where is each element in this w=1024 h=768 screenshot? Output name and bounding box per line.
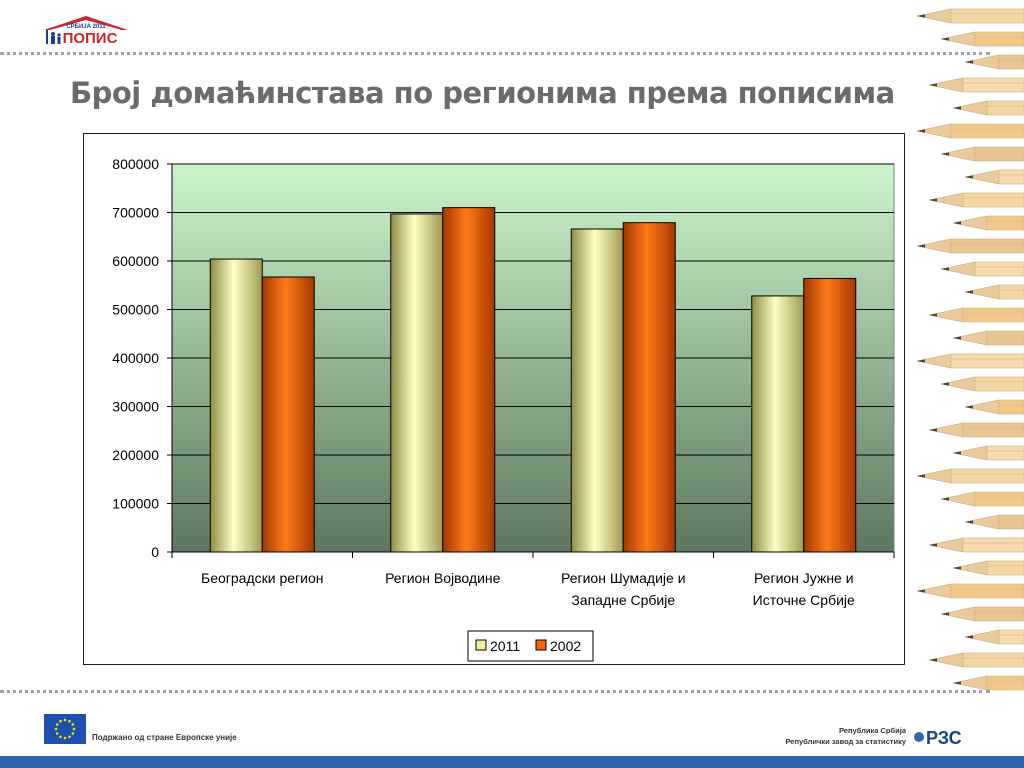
eu-star [68, 735, 71, 739]
pencil [952, 100, 1024, 116]
eu-star [71, 732, 75, 735]
bar-2002-2 [622, 222, 676, 553]
legend-swatch-2011 [475, 639, 487, 651]
x-category-label: Регион Јужне и [754, 570, 854, 586]
x-category-label: Западне Србије [571, 592, 675, 608]
pencils-decoration [916, 8, 1024, 691]
y-tick-label: 100000 [112, 496, 159, 512]
rzs-logo-text: РЗС [926, 728, 962, 748]
x-category-label: Регион Војводине [385, 570, 501, 586]
pencil [916, 353, 1024, 369]
eu-star [59, 719, 62, 723]
legend-label-2002: 2002 [550, 638, 581, 654]
bar-2002-3 [803, 277, 857, 553]
bar-2011-0 [209, 258, 263, 553]
rzs-line1: Република Србија [838, 726, 906, 735]
eu-star [63, 736, 67, 740]
legend-swatch-2002 [535, 639, 547, 651]
legend-label-2011: 2011 [490, 638, 520, 654]
page-title: Број домаћинстава по регионима према поп… [70, 76, 895, 110]
pencil [964, 169, 1024, 185]
bottom-dotted-divider [0, 690, 990, 693]
eu-flag-icon [44, 714, 86, 744]
pencil [964, 514, 1024, 530]
y-tick-label: 800000 [112, 156, 159, 172]
pencil [952, 330, 1024, 346]
x-category-label: Источне Србије [753, 592, 855, 608]
legend-box [467, 630, 594, 662]
pencil [964, 399, 1024, 415]
pencil [952, 215, 1024, 231]
pencil [916, 8, 1024, 24]
y-tick-label: 700000 [112, 205, 159, 221]
pencil [964, 629, 1024, 645]
eu-star [72, 727, 76, 731]
pencil [952, 445, 1024, 461]
pencil [928, 307, 1024, 323]
legend: 2011 2002 [467, 630, 594, 662]
eu-star [59, 735, 62, 739]
chart-frame: 0 100000 200000 300000 400000 500000 600000 700… [83, 133, 905, 665]
pencil [928, 537, 1024, 553]
pencil [928, 422, 1024, 438]
rzs-text-block: Република Србија Републички завод за ста… [785, 725, 906, 747]
pencil [952, 675, 1024, 691]
eu-star [63, 718, 67, 722]
rzs-logo-icon: РЗС [914, 728, 962, 748]
pencil [940, 31, 1024, 47]
rzs-line2: Републички завод за статистику [785, 737, 906, 746]
pencil [940, 261, 1024, 277]
footer-bar [0, 756, 1024, 768]
x-category-label: Регион Шумадије и [561, 570, 686, 586]
logo-main-text: ПОПИС [63, 30, 118, 47]
pencil [940, 146, 1024, 162]
pencil [940, 376, 1024, 392]
pencil [916, 468, 1024, 484]
bar-2011-3 [751, 295, 805, 553]
pencil [928, 192, 1024, 208]
eu-star [55, 723, 59, 726]
y-tick-label: 500000 [112, 302, 159, 318]
bar-2002-1 [442, 207, 496, 553]
y-tick-label: 400000 [112, 350, 159, 366]
pencil [964, 284, 1024, 300]
y-tick-label: 300000 [112, 399, 159, 415]
pencil [916, 583, 1024, 599]
pencil [940, 491, 1024, 507]
pencil [940, 606, 1024, 622]
eu-star [55, 732, 59, 735]
pencil [928, 652, 1024, 668]
bar-2002-0 [261, 276, 315, 553]
bar-2011-1 [390, 213, 444, 553]
pencil [916, 123, 1024, 139]
popis-logo: СРБИЈА 2011 ПОПИС [44, 16, 128, 47]
bar-2011-2 [570, 228, 624, 553]
x-category-label: Београдски регион [201, 570, 323, 586]
eu-star [71, 723, 75, 726]
eu-star [68, 719, 71, 723]
y-tick-label: 0 [151, 544, 159, 560]
logo-top-text: СРБИЈА 2011 [66, 24, 106, 30]
y-tick-label: 600000 [112, 253, 159, 269]
pencil [928, 77, 1024, 93]
y-tick-label: 200000 [112, 447, 159, 463]
eu-support-text: Подржано од стране Европске уније [92, 733, 237, 742]
top-dotted-divider [0, 52, 990, 55]
eu-star [54, 727, 58, 731]
pencil [916, 238, 1024, 254]
pencil [952, 560, 1024, 576]
house-logo-icon [44, 16, 128, 44]
pencil [964, 54, 1024, 70]
bar-chart: 0 100000 200000 300000 400000 500000 600000 700… [112, 156, 895, 662]
